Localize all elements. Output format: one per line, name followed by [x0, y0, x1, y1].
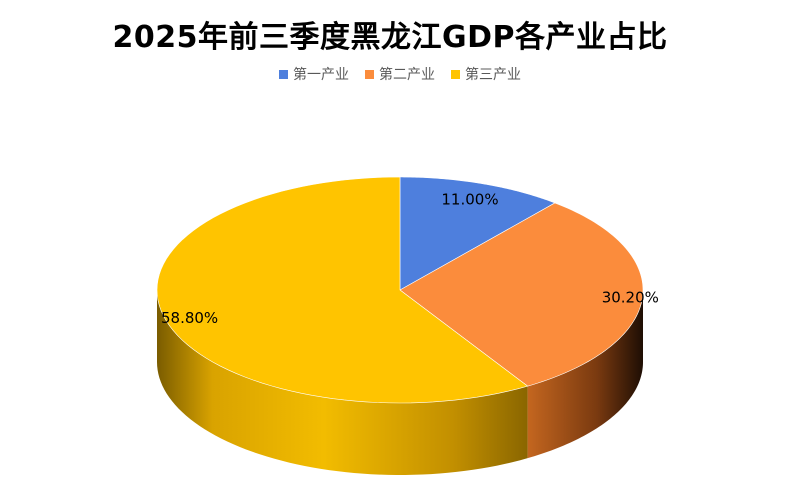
- legend-label-primary: 第一产业: [293, 67, 349, 83]
- data-label-2: 58.80%: [161, 309, 218, 327]
- legend-swatch-tertiary: [451, 69, 460, 79]
- pie-side-2: [157, 290, 528, 475]
- legend-item-secondary: 第二产业: [365, 64, 435, 84]
- pie-side-1: [527, 290, 643, 459]
- legend-label-secondary: 第二产业: [379, 67, 435, 83]
- legend-swatch-secondary: [365, 69, 374, 79]
- data-label-0: 11.00%: [441, 191, 498, 209]
- pie-slice-1: [399, 202, 644, 387]
- pie-slices: [156, 176, 644, 404]
- legend-swatch-primary: [279, 69, 288, 79]
- legend-label-tertiary: 第三产业: [465, 67, 521, 83]
- pie-sides: [157, 290, 643, 475]
- legend: 第一产业 第二产业 第三产业: [0, 64, 800, 84]
- pie-data-labels: 11.00% 30.20% 58.80%: [161, 191, 659, 327]
- pie-slice-2: [156, 176, 529, 404]
- legend-item-tertiary: 第三产业: [451, 64, 521, 84]
- legend-item-primary: 第一产业: [279, 64, 349, 84]
- chart-title: 2025年前三季度黑龙江GDP各产业占比: [112, 20, 668, 55]
- pie-slice-0: [399, 176, 556, 291]
- data-label-1: 30.20%: [602, 288, 659, 306]
